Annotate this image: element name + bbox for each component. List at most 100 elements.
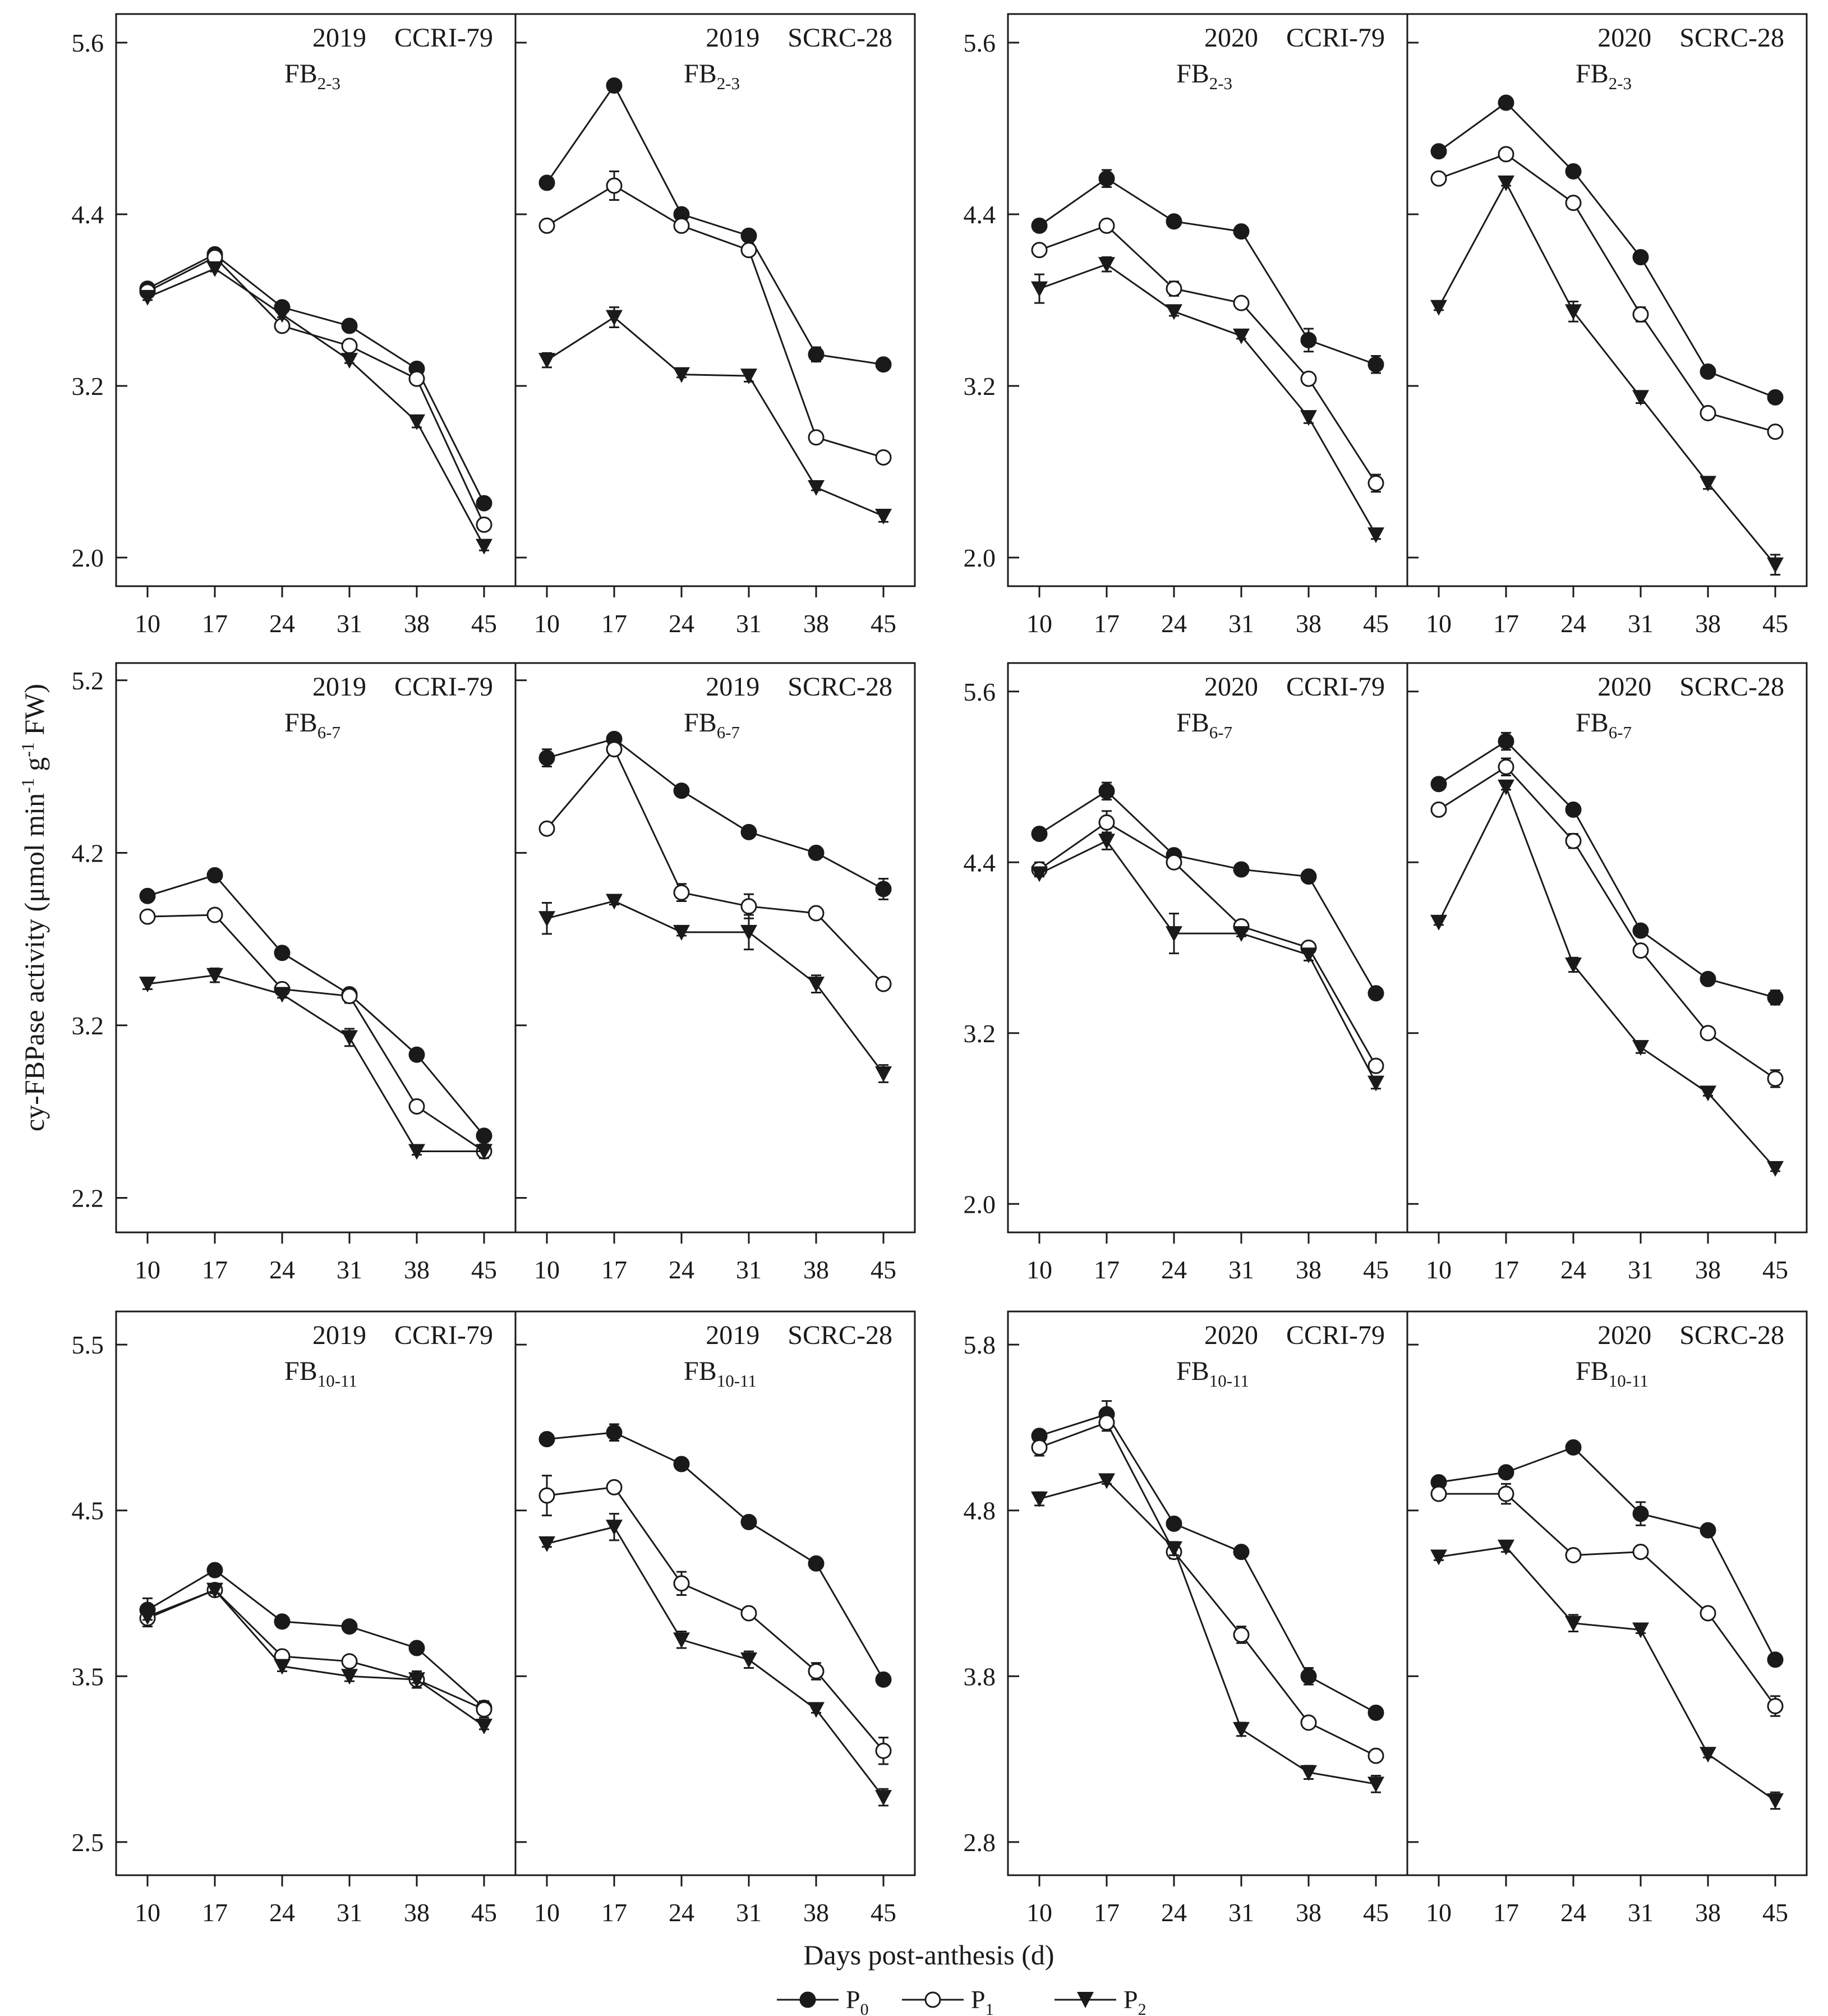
- data-point-p2: [274, 1659, 291, 1675]
- x-tick-label: 38: [1296, 609, 1321, 638]
- data-point-p2: [139, 289, 156, 306]
- series-line: [147, 256, 485, 525]
- series-line: [1438, 766, 1776, 1080]
- data-point-p2: [1233, 328, 1250, 344]
- x-tick-label: 17: [601, 1255, 627, 1284]
- data-point-p0: [1367, 356, 1384, 373]
- series-line: [546, 748, 885, 985]
- series-line: [147, 268, 485, 547]
- position-label: FB: [284, 708, 317, 738]
- y-tick-label: 5.2: [72, 666, 104, 695]
- x-tick-label: 17: [601, 1898, 627, 1927]
- data-point-p2: [139, 977, 156, 993]
- data-point-p2: [740, 1652, 757, 1668]
- series-line: [546, 1526, 885, 1798]
- x-tick-label: 38: [404, 1898, 430, 1927]
- series-line: [147, 974, 484, 1152]
- data-point-p2: [1430, 914, 1447, 931]
- data-point-p1: [476, 516, 492, 533]
- data-point-p0: [1700, 970, 1716, 987]
- series-p0: [1430, 1439, 1784, 1668]
- y-tick-label: 4.4: [964, 200, 996, 229]
- data-point-p1: [1166, 280, 1182, 297]
- data-point-p0: [1031, 217, 1048, 234]
- data-point-p1: [1767, 1070, 1784, 1087]
- panel-cultivar: CCRI-79: [394, 23, 493, 53]
- x-tick-label: 31: [1628, 1255, 1654, 1284]
- x-tick-label: 24: [1161, 1898, 1187, 1927]
- data-point-p1: [1767, 424, 1784, 440]
- data-point-p0: [808, 844, 825, 861]
- panel-title: 2019 CCRI-79: [312, 1320, 493, 1350]
- data-point-p0: [1367, 985, 1384, 1002]
- position-subscript: 6-7: [1609, 722, 1632, 742]
- series-p2: [139, 1582, 492, 1734]
- y-axis-label: cy-FBPase activity (μmol min-1 g-1 FW): [17, 684, 50, 1131]
- x-tick-label: 24: [669, 1898, 694, 1927]
- data-point-p0: [808, 1555, 825, 1572]
- data-point-p2: [1700, 476, 1716, 492]
- data-point-p0: [274, 945, 291, 961]
- panel-title: 2019 SCRC-28: [706, 23, 892, 53]
- panel-position: FB6-7: [684, 708, 740, 742]
- series-line: [1039, 224, 1377, 484]
- series-p1: [1031, 217, 1384, 493]
- data-point-p2: [408, 1672, 425, 1688]
- data-point-p2: [341, 1669, 358, 1685]
- data-point-p0: [875, 356, 892, 373]
- data-point-p2: [808, 480, 825, 496]
- series-p2: [1031, 256, 1384, 544]
- panel-2020-ccri-79-fb10-11: 10 17 24 31 38 45 2020 CCRI-79 FB10-11: [1026, 1320, 1389, 1927]
- data-point-p0: [538, 749, 555, 766]
- x-tick-label: 45: [1363, 609, 1389, 638]
- x-tick-label: 38: [404, 1255, 430, 1284]
- x-tick-label: 17: [202, 1898, 228, 1927]
- position-subscript: 2-3: [1209, 73, 1232, 93]
- series-line: [546, 185, 884, 458]
- series-p2: [538, 306, 892, 525]
- data-point-p2: [408, 1144, 425, 1160]
- data-point-p0: [808, 346, 825, 363]
- data-point-p1: [1700, 1025, 1716, 1042]
- data-point-p0: [606, 1424, 623, 1441]
- x-tick-label: 38: [1695, 1255, 1721, 1284]
- data-point-p0: [206, 867, 223, 883]
- panel-year: 2020: [1204, 672, 1258, 702]
- data-point-p1: [341, 1653, 358, 1670]
- y-tick-label: 3.2: [72, 1011, 104, 1040]
- x-tick-label: 10: [534, 1898, 560, 1927]
- data-point-p0: [1565, 163, 1582, 179]
- data-point-p2: [408, 414, 425, 430]
- position-subscript: 2-3: [717, 73, 740, 93]
- y-tick-label: 3.2: [964, 1019, 996, 1048]
- data-point-p1: [673, 217, 690, 234]
- data-point-p2: [1700, 1747, 1716, 1763]
- data-point-p1: [1300, 370, 1317, 387]
- x-tick-label: 10: [1426, 1255, 1452, 1284]
- series-line: [1039, 821, 1377, 1066]
- legend-marker-open-circle: [924, 1991, 941, 2008]
- panel-2019-scrc-28-fb6-7: 10 17 24 31 38 45 2019 SCRC-28 FB6-7: [534, 672, 896, 1284]
- x-tick-label: 10: [135, 1255, 160, 1284]
- series-p2: [1430, 779, 1784, 1177]
- data-point-p2: [206, 1582, 223, 1599]
- legend-item-p1: P1: [902, 1985, 994, 2016]
- series-p0: [538, 730, 892, 900]
- series-p0: [1430, 731, 1784, 1006]
- data-point-p0: [1166, 213, 1182, 230]
- data-point-p2: [538, 353, 555, 369]
- legend-marker-filled-triangle: [1077, 1992, 1094, 2008]
- legend-label-p0: P0: [846, 1985, 869, 2016]
- series-p1: [1430, 1483, 1784, 1717]
- series-line: [546, 1486, 885, 1752]
- data-point-p2: [673, 367, 690, 383]
- y-tick-label: 4.5: [72, 1497, 104, 1525]
- data-point-p1: [740, 898, 757, 915]
- x-tick-label: 45: [471, 609, 497, 638]
- data-point-p0: [206, 1562, 223, 1578]
- series-line: [1039, 1479, 1376, 1785]
- position-subscript: 10-11: [1609, 1371, 1649, 1391]
- position-label: FB: [284, 1356, 317, 1386]
- x-tick-label: 38: [803, 609, 829, 638]
